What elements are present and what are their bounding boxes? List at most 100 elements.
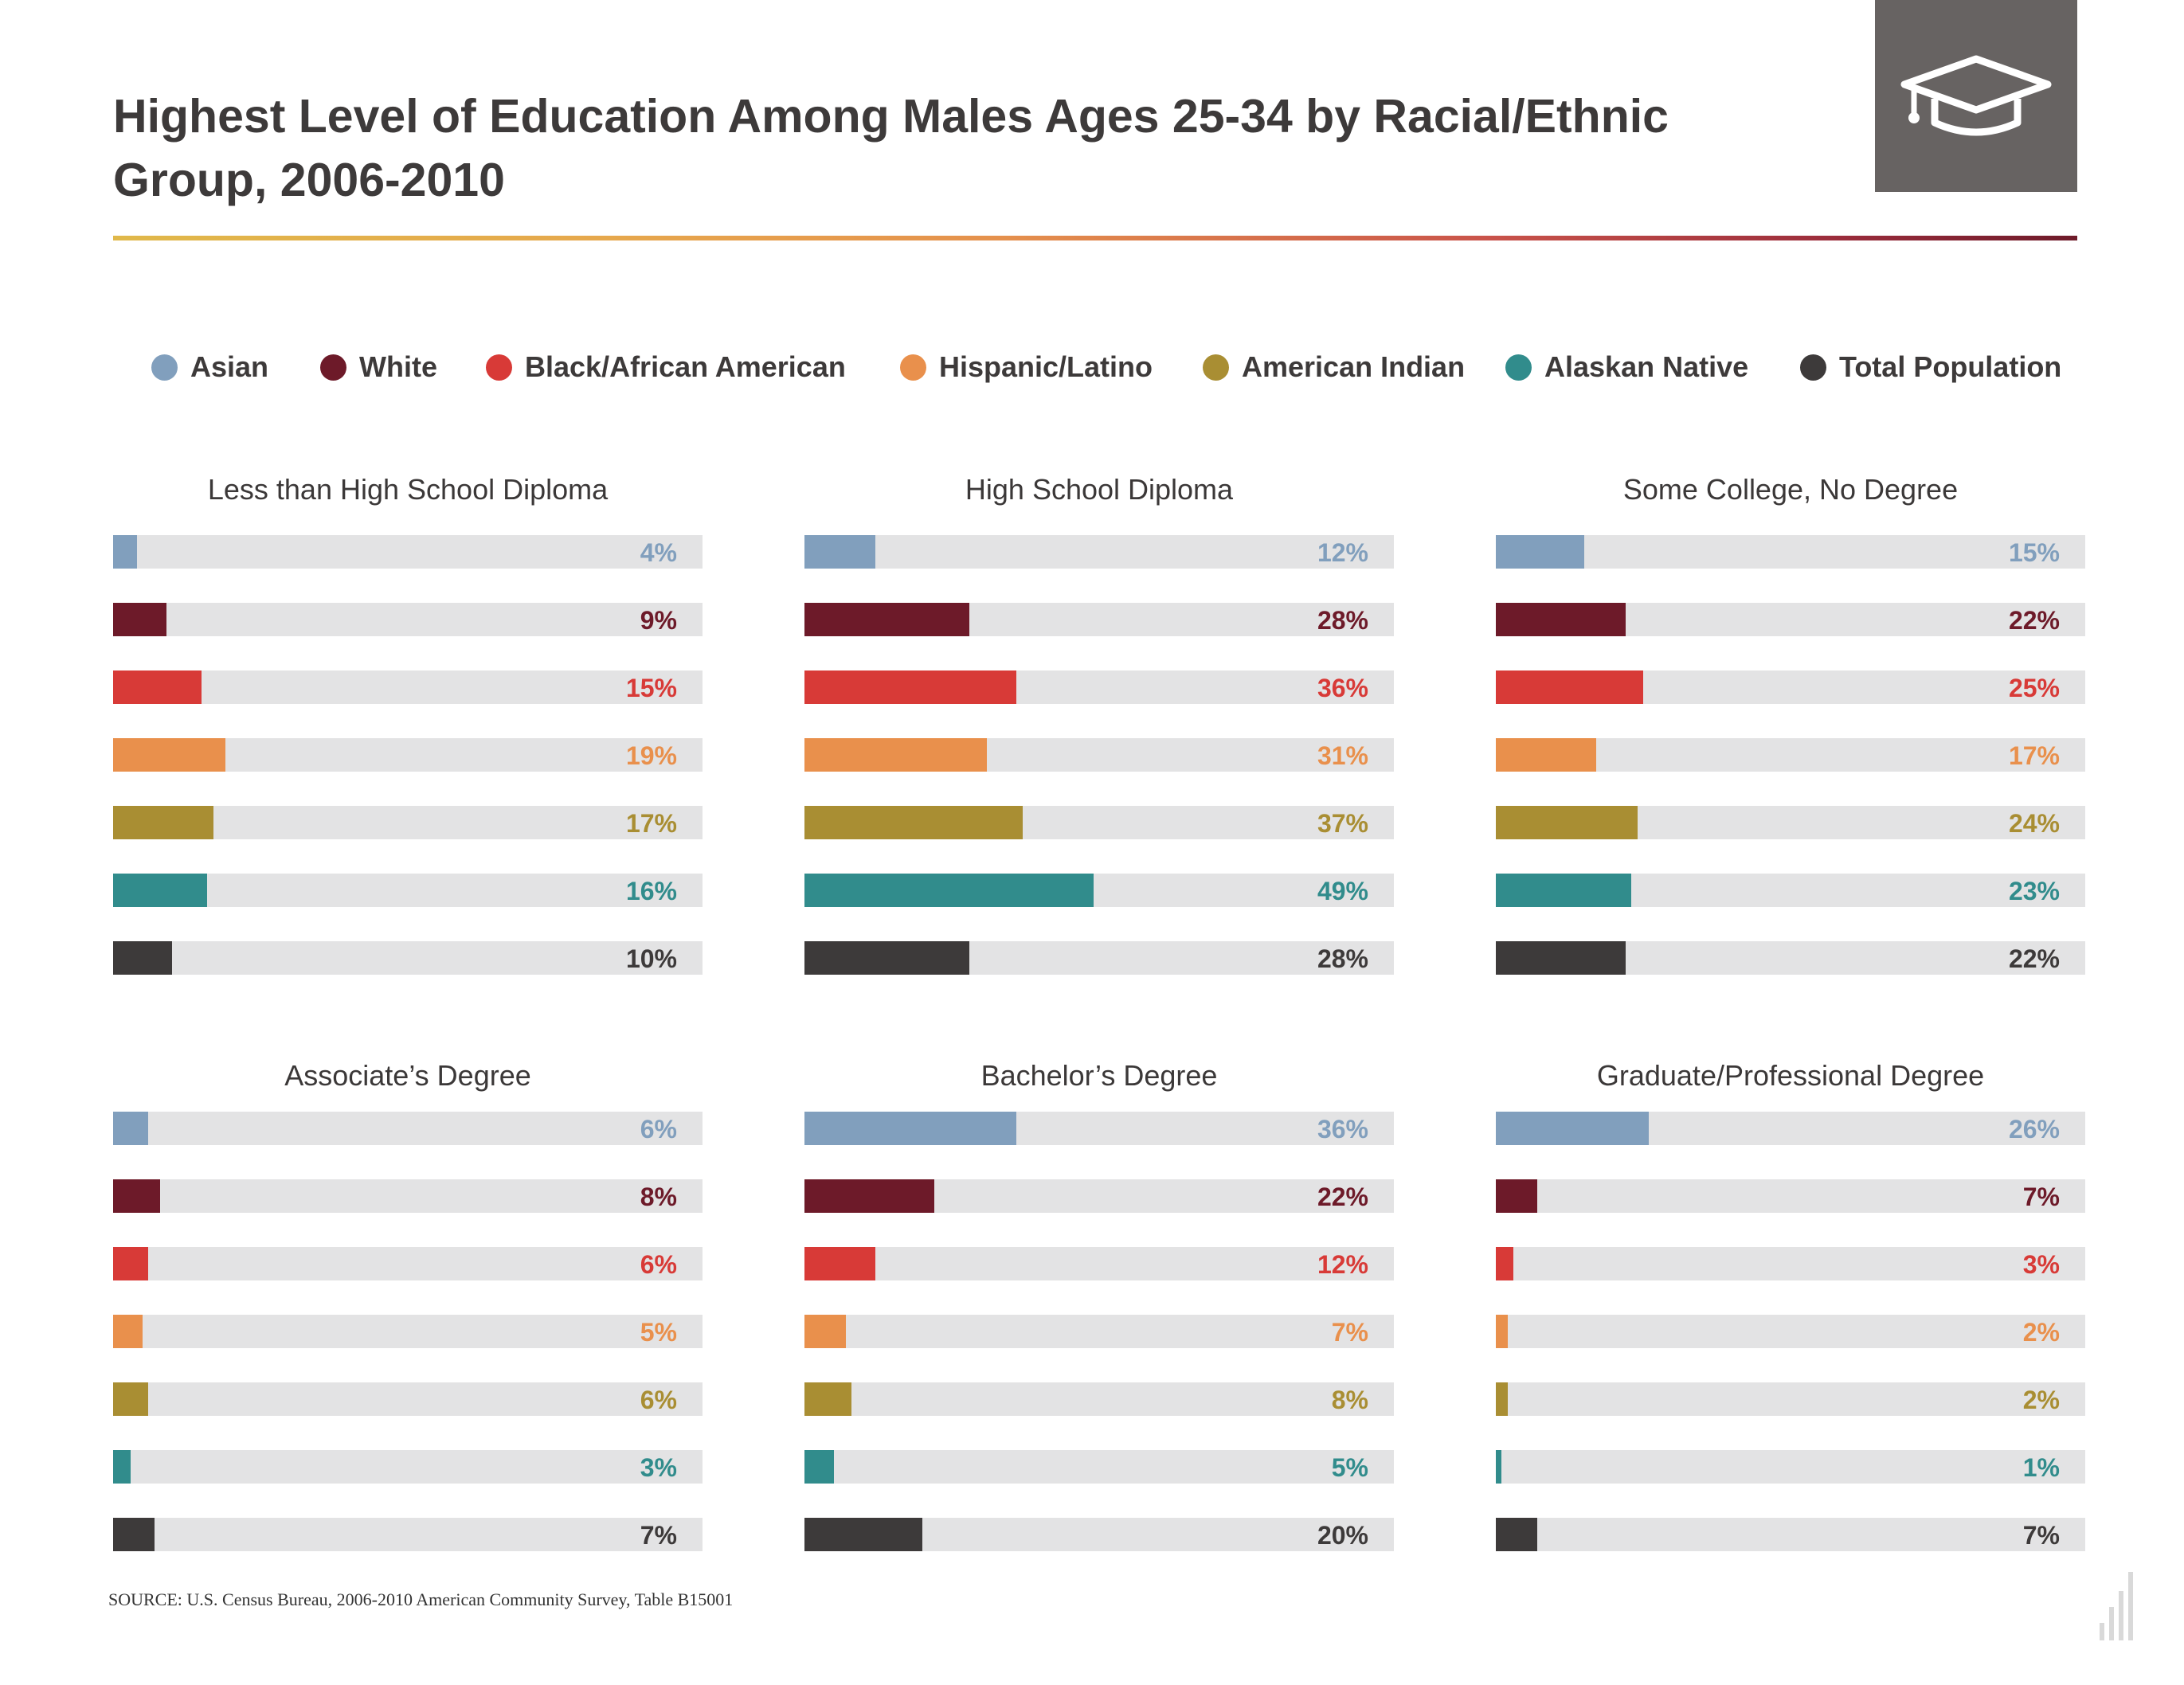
bar-track-asian: 26% [1496,1112,2085,1145]
bar-black-african-american [113,1247,149,1280]
legend-swatch [1203,354,1229,381]
legend-label: Hispanic/Latino [939,350,1153,383]
data-label-white: 8% [640,1183,677,1211]
bar-white [804,603,970,636]
legend-swatch [320,354,346,381]
bar-track-american-indian: 24% [1496,806,2085,839]
bar-white [113,603,166,636]
source-note: SOURCE: U.S. Census Bureau, 2006-2010 Am… [108,1589,734,1609]
bar-track-black-african-american: 3% [1496,1247,2085,1280]
bar-track-american-indian: 17% [113,806,703,839]
legend-item-total-population: Total Population [1800,347,2061,387]
bar-track-american-indian: 8% [804,1382,1394,1416]
chart-panel-bachelor-s-degree: Bachelor’s Degree 36% 22% 12% 7% 8% 5% 20% [804,1059,1394,1648]
data-label-american-indian: 2% [2022,1386,2060,1414]
bar-hispanic-latino [113,1315,143,1348]
bar-track-asian: 36% [804,1112,1394,1145]
bar-track-total-population: 7% [113,1518,703,1551]
bar-track-white: 7% [1496,1179,2085,1213]
bar-track-white: 22% [804,1179,1394,1213]
data-label-white: 22% [2008,606,2060,635]
bar-track-black-african-american: 6% [113,1247,703,1280]
chart-title: Less than High School Diploma [207,473,609,506]
bar-hispanic-latino [804,738,988,772]
bar-track-black-african-american: 15% [113,670,703,704]
bar-alaskan-native [804,874,1094,907]
data-label-total-population: 28% [1317,944,1368,973]
chart-panel-associate-s-degree: Associate’s Degree 6% 8% 6% 5% 6% 3% 7% [113,1059,703,1648]
legend-label: Total Population [1839,350,2062,383]
legend-swatch [900,354,926,381]
data-label-asian: 15% [2008,538,2060,567]
bar-asian [113,535,137,569]
bar-track-asian: 15% [1496,535,2085,569]
bar-total-population [1496,1518,1537,1551]
bar-alaskan-native [113,1450,131,1484]
legend-item-black-african-american: Black/African American [486,347,846,387]
chart-panel-high-school-diploma: High School Diploma 12% 28% 36% 31% 37% 49% 28% [804,473,1394,1062]
chart-title: Some College, No Degree [1622,473,1959,506]
bar-track-hispanic-latino: 31% [804,738,1394,772]
bar-track-hispanic-latino: 7% [804,1315,1394,1348]
bar-hispanic-latino [804,1315,846,1348]
data-label-total-population: 7% [2022,1521,2060,1550]
legend-item-alaskan-native: Alaskan Native [1505,347,1748,387]
chart-title: Graduate/Professional Degree [1596,1059,1985,1092]
legend-label: Asian [190,350,269,383]
data-label-hispanic-latino: 7% [1331,1318,1368,1347]
bar-hispanic-latino [1496,1315,1508,1348]
bar-asian [113,1112,149,1145]
page-title: Highest Level of Education Among Males A… [113,84,1706,212]
data-label-white: 28% [1317,606,1368,635]
chart-panel-less-than-high-school-diploma: Less than High School Diploma 4% 9% 15% 19% 1… [113,473,703,1062]
bar-track-total-population: 22% [1496,941,2085,975]
bar-alaskan-native [1496,1450,1502,1484]
bar-total-population [804,1518,922,1551]
bar-track-alaskan-native: 5% [804,1450,1394,1484]
bar-track-american-indian: 2% [1496,1382,2085,1416]
data-label-alaskan-native: 1% [2022,1453,2060,1482]
bar-track-hispanic-latino: 2% [1496,1315,2085,1348]
bar-track-white: 8% [113,1179,703,1213]
data-label-hispanic-latino: 19% [625,741,677,770]
data-label-hispanic-latino: 17% [2008,741,2060,770]
bar-total-population [804,941,970,975]
chart-title: Associate’s Degree [284,1059,531,1092]
legend-item-asian: Asian [151,347,268,387]
bar-black-african-american [1496,1247,1514,1280]
legend: Asian White Black/African American Hispanic… [151,347,2063,387]
bar-total-population [1496,941,1626,975]
data-label-alaskan-native: 3% [640,1453,677,1482]
bar-american-indian [1496,806,1638,839]
data-label-black-african-american: 12% [1317,1250,1368,1279]
legend-swatch [486,354,512,381]
chart-panel-some-college-no-degree: Some College, No Degree 15% 22% 25% 17% 24% 23… [1496,473,2085,1062]
data-label-american-indian: 17% [625,809,677,838]
bar-track-total-population: 7% [1496,1518,2085,1551]
bar-white [1496,1179,1537,1213]
bar-track-american-indian: 37% [804,806,1394,839]
bar-track-black-african-american: 36% [804,670,1394,704]
data-label-american-indian: 24% [2008,809,2060,838]
bar-white [1496,603,1626,636]
data-label-total-population: 7% [640,1521,677,1550]
chart-title: Bachelor’s Degree [980,1059,1218,1092]
legend-swatch [1505,354,1532,381]
bar-track-white: 28% [804,603,1394,636]
legend-item-american-indian: American Indian [1203,347,1465,387]
chart-panel-graduate-professional-degree: Graduate/Professional Degree 26% 7% 3% 2% 2% 1… [1496,1059,2085,1648]
bar-white [804,1179,934,1213]
data-label-asian: 4% [640,538,677,567]
title-line-2: Group, 2006-2010 [113,154,505,206]
bar-track-white: 9% [113,603,703,636]
bar-total-population [113,941,172,975]
data-label-hispanic-latino: 2% [2022,1318,2060,1347]
legend-label: Black/African American [525,350,846,383]
legend-label: American Indian [1242,350,1466,383]
data-label-alaskan-native: 23% [2008,877,2060,905]
legend-swatch [1800,354,1826,381]
data-label-asian: 26% [2008,1115,2060,1144]
legend-label: Alaskan Native [1544,350,1749,383]
bar-track-alaskan-native: 3% [113,1450,703,1484]
data-label-asian: 36% [1317,1115,1368,1144]
